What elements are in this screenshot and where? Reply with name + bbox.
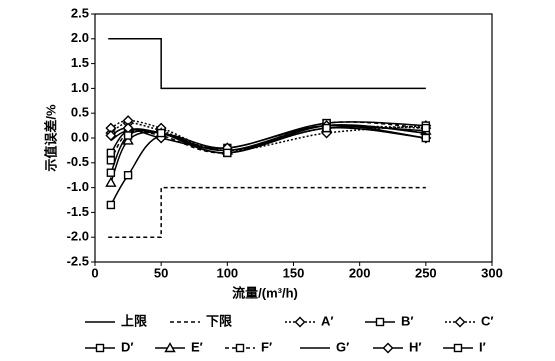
legend-marker [454,316,466,328]
legend-marker [164,342,176,353]
legend-marker [235,343,245,353]
legend-marker [382,342,394,354]
y-tick-label: 2.5 [71,5,89,20]
legend-label: G′ [336,339,349,354]
legend-label: H′ [409,339,422,354]
marker [322,123,331,133]
legend-label: E′ [191,339,203,354]
marker [123,131,133,140]
x-tick-label: 0 [91,265,98,280]
y-tick-label: -1.0 [67,179,89,194]
x-tick-label: 200 [349,265,371,280]
marker [105,130,117,142]
legend-label: C′ [481,313,494,328]
y-tick-label: 1.5 [71,55,89,70]
marker [156,128,166,138]
legend-marker [294,316,306,328]
x-tick-label: 150 [283,265,305,280]
legend-marker [95,343,105,353]
marker [106,156,116,165]
series-line [108,38,426,90]
legend-marker [453,343,463,353]
marker [122,134,134,145]
legend-label: A′ [321,313,334,328]
y-tick-label: -0.5 [67,154,89,169]
marker [106,200,116,210]
y-tick-label: -2.5 [67,253,89,268]
y-tick-label: -1.5 [67,204,89,219]
marker [421,123,431,133]
x-tick-label: 250 [415,265,437,280]
legend-marker [375,317,385,327]
marker [123,170,133,180]
marker [223,148,232,158]
y-tick-label: -2.0 [67,229,89,244]
y-tick-label: 2.0 [71,30,89,45]
legend-label: F′ [261,339,272,354]
marker [421,133,431,143]
x-tick-label: 300 [481,265,503,280]
marker [105,176,117,187]
marker [106,168,116,177]
y-tick-label: 0.0 [71,129,89,144]
series-line [108,186,426,238]
legend-label: 下限 [206,313,233,328]
x-axis-title: 流量/(m³/h) [232,285,298,300]
x-tick-label: 50 [154,265,168,280]
legend-label: I′ [479,339,486,354]
y-tick-label: 0.5 [71,105,89,120]
y-axis-title: 示值误差/% [43,104,58,172]
legend-label: B′ [401,313,414,328]
legend-label: D′ [121,339,134,354]
y-tick-label: 1.0 [71,80,89,95]
x-tick-label: 100 [216,265,238,280]
legend-label: 上限 [121,313,148,328]
marker [106,148,116,158]
